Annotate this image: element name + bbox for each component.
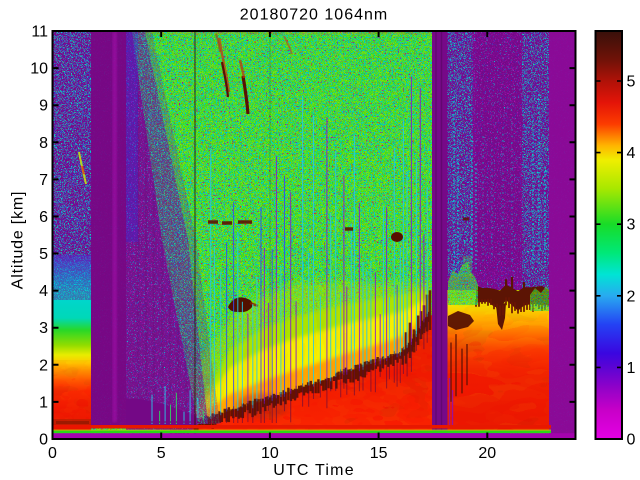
svg-text:2: 2 (39, 357, 48, 374)
svg-text:4: 4 (627, 145, 636, 162)
svg-text:0: 0 (48, 445, 57, 462)
svg-text:1: 1 (39, 394, 48, 411)
svg-text:0: 0 (39, 432, 48, 449)
svg-text:20: 20 (478, 445, 496, 462)
svg-text:4: 4 (39, 283, 48, 300)
svg-text:9: 9 (39, 98, 48, 115)
svg-text:5: 5 (39, 246, 48, 263)
svg-text:0: 0 (627, 432, 636, 449)
svg-text:3: 3 (627, 217, 636, 234)
svg-text:11: 11 (31, 24, 48, 41)
svg-text:20180720 1064nm: 20180720 1064nm (240, 7, 388, 24)
svg-text:1: 1 (627, 360, 636, 377)
svg-text:6: 6 (39, 209, 48, 226)
svg-text:7: 7 (39, 172, 48, 189)
svg-text:5: 5 (157, 445, 166, 462)
svg-text:8: 8 (39, 135, 48, 152)
svg-text:10: 10 (30, 61, 48, 78)
svg-text:UTC Time: UTC Time (273, 462, 355, 479)
svg-text:3: 3 (39, 320, 48, 337)
svg-text:5: 5 (627, 74, 636, 91)
svg-text:10: 10 (261, 445, 279, 462)
svg-text:2: 2 (627, 288, 636, 305)
svg-text:Altitude [km]: Altitude [km] (10, 191, 27, 289)
svg-text:15: 15 (370, 445, 388, 462)
